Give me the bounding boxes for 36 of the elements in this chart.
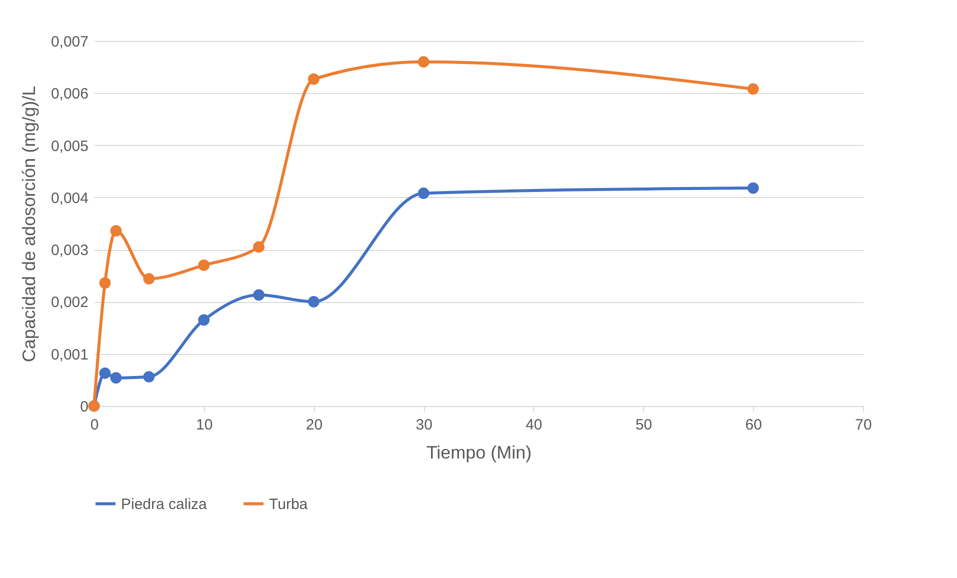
y-tick-label: 0,004	[50, 190, 88, 207]
point	[110, 225, 122, 236]
x-tick-label: 50	[635, 416, 652, 434]
x-tick-label: 30	[416, 416, 432, 434]
legend-label: Turba	[269, 496, 308, 513]
x-axis-title: Tiempo (Min)	[426, 442, 532, 462]
y-tick-label: 0,001	[50, 346, 88, 364]
x-tick-label: 70	[855, 416, 872, 434]
point	[747, 182, 759, 194]
y-axis-title: Capacidad de adosorción (mg/g)/L	[18, 86, 39, 362]
point	[99, 277, 111, 289]
point	[747, 83, 759, 95]
point	[198, 314, 210, 326]
point	[110, 372, 122, 384]
x-tick-label: 0	[90, 416, 99, 434]
y-tick-label: 0	[80, 398, 88, 416]
x-tick-label: 40	[526, 416, 542, 434]
x-tick-label: 20	[306, 416, 323, 434]
point	[418, 56, 430, 68]
y-tick-label: 0,007	[50, 34, 88, 50]
point	[253, 289, 264, 301]
point	[99, 367, 111, 379]
point	[308, 296, 320, 308]
legend-label: Piedra caliza	[121, 496, 208, 513]
y-tick-label: 0,005	[50, 138, 88, 155]
point	[143, 273, 155, 284]
y-tick-label: 0,003	[50, 242, 88, 260]
x-tick-label: 10	[196, 416, 213, 434]
point	[143, 371, 155, 382]
x-tick-label: 60	[745, 416, 762, 434]
point	[198, 260, 210, 271]
point	[253, 241, 264, 253]
y-tick-label: 0,006	[50, 86, 88, 103]
y-tick-label: 0,002	[50, 294, 88, 312]
point	[308, 73, 320, 85]
point	[418, 188, 430, 199]
